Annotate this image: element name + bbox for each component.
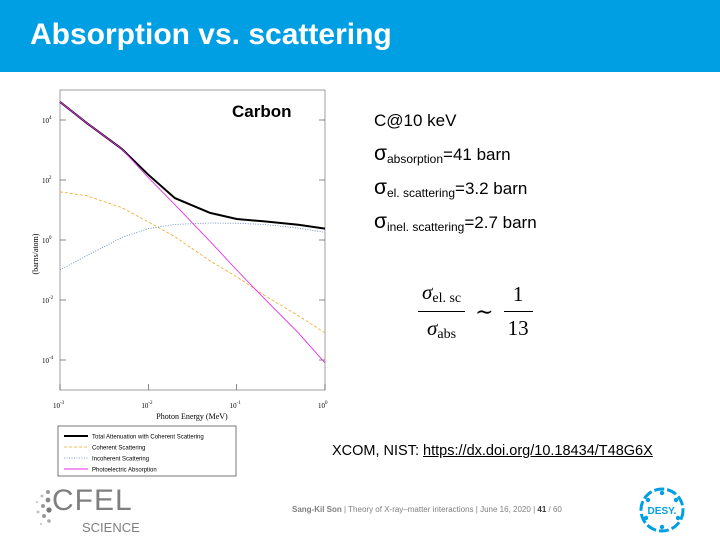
elastic-line: σel. scattering=3.2 barn xyxy=(374,171,537,205)
x-tick-label: 10-3 xyxy=(53,401,65,410)
approx-symbol: ∼ xyxy=(475,299,493,325)
legend-entry: Incoherent Scattering xyxy=(92,457,149,463)
series-line xyxy=(60,192,325,333)
cfel-dots-icon xyxy=(28,486,54,530)
y-tick-label: 10-4 xyxy=(42,356,54,365)
series-line xyxy=(60,223,325,270)
slide-title: Absorption vs. scattering xyxy=(30,18,392,52)
cfel-wordmark: CFEL xyxy=(52,484,133,518)
lhs-fraction: σel. sc σabs xyxy=(418,280,465,343)
x-tick-label: 10-1 xyxy=(230,401,242,410)
cfel-logo: CFEL SCIENCE xyxy=(28,486,143,536)
y-tick-label: 10-2 xyxy=(42,296,54,305)
page-number: 41 xyxy=(537,505,546,514)
x-tick-label: 100 xyxy=(318,401,328,410)
desy-network-icon: DESY. xyxy=(638,486,686,534)
doi-link[interactable]: https://dx.doi.org/10.18434/T48G6X xyxy=(423,443,653,459)
desy-logo: DESY. xyxy=(638,486,686,534)
energy-line: C@10 keV xyxy=(374,104,537,137)
rhs-fraction: 1 13 xyxy=(504,282,533,341)
element-label: Carbon xyxy=(232,102,292,121)
y-tick-label: 104 xyxy=(42,116,52,125)
absorption-line: σabsorption=41 barn xyxy=(374,137,537,171)
y-tick-label: 100 xyxy=(42,236,52,245)
source-citation: XCOM, NIST: https://dx.doi.org/10.18434/… xyxy=(332,443,653,459)
plot-frame xyxy=(60,90,325,390)
legend-entry: Coherent Scattering xyxy=(92,446,145,452)
science-wordmark: SCIENCE xyxy=(82,520,140,535)
plot-svg: 104 102 100 10-2 10-4 10-3 10-2 10-1 100 (barns… xyxy=(28,84,338,479)
ratio-formula: σel. sc σabs ∼ 1 13 xyxy=(418,280,533,343)
y-tick-label: 102 xyxy=(42,176,52,185)
slide-footer: Sang-Kil Son | Theory of X-ray–matter in… xyxy=(292,505,622,514)
legend-entry: Photoelectric Absorption xyxy=(92,468,157,474)
inelastic-line: σinel. scattering=2.7 barn xyxy=(374,205,537,239)
desy-wordmark: DESY. xyxy=(648,506,677,517)
series-line xyxy=(60,102,325,363)
cross-section-info: C@10 keV σabsorption=41 barn σel. scatte… xyxy=(374,104,537,239)
x-tick-label: 10-2 xyxy=(141,401,153,410)
x-axis-label: Photon Energy (MeV) xyxy=(156,412,228,421)
header-bar: Absorption vs. scattering xyxy=(0,0,720,72)
y-axis-label: (barns/atom) xyxy=(31,233,40,274)
legend-entry: Total Attenuation with Coherent Scatteri… xyxy=(92,435,204,441)
cross-section-plot: 104 102 100 10-2 10-4 10-3 10-2 10-1 100 (barns… xyxy=(28,84,338,479)
